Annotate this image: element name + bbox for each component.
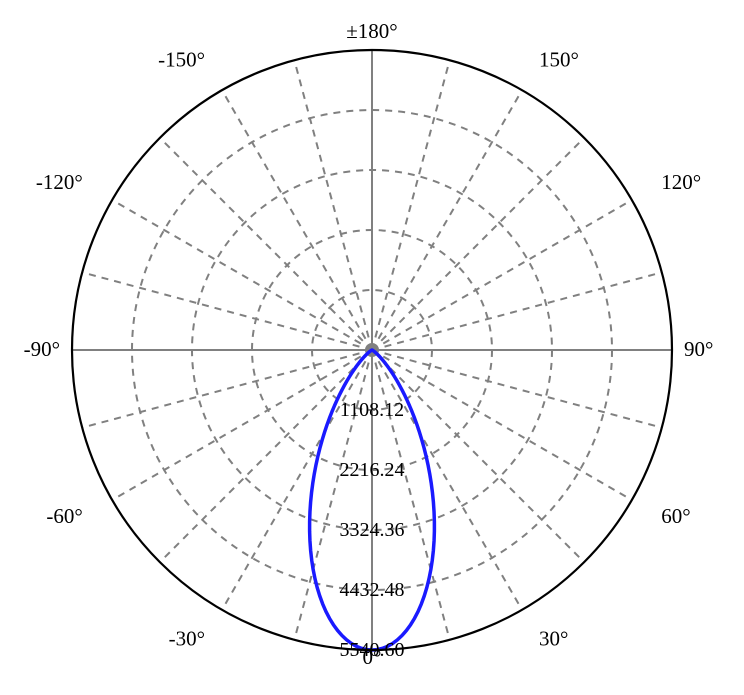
angle-label: 120° bbox=[661, 170, 701, 194]
angle-label: 30° bbox=[539, 626, 568, 650]
angle-label: -120° bbox=[36, 170, 83, 194]
radial-label: 5540.60 bbox=[340, 639, 405, 661]
radial-label: 3324.36 bbox=[340, 519, 405, 541]
polar-chart: ±180°150°120°90°60°30°0°-30°-60°-90°-120… bbox=[0, 0, 744, 695]
angle-label: 60° bbox=[661, 504, 690, 528]
angle-label: ±180° bbox=[346, 19, 397, 43]
radial-label: 2216.24 bbox=[340, 459, 405, 481]
angle-label: -60° bbox=[46, 504, 82, 528]
angle-label: -30° bbox=[169, 626, 205, 650]
angle-label: 150° bbox=[539, 48, 579, 72]
angle-label: -150° bbox=[158, 48, 205, 72]
radial-label: 4432.48 bbox=[340, 579, 405, 601]
angle-label: -90° bbox=[24, 337, 60, 361]
angle-label: 90° bbox=[684, 337, 713, 361]
radial-label: 1108.12 bbox=[340, 399, 404, 421]
